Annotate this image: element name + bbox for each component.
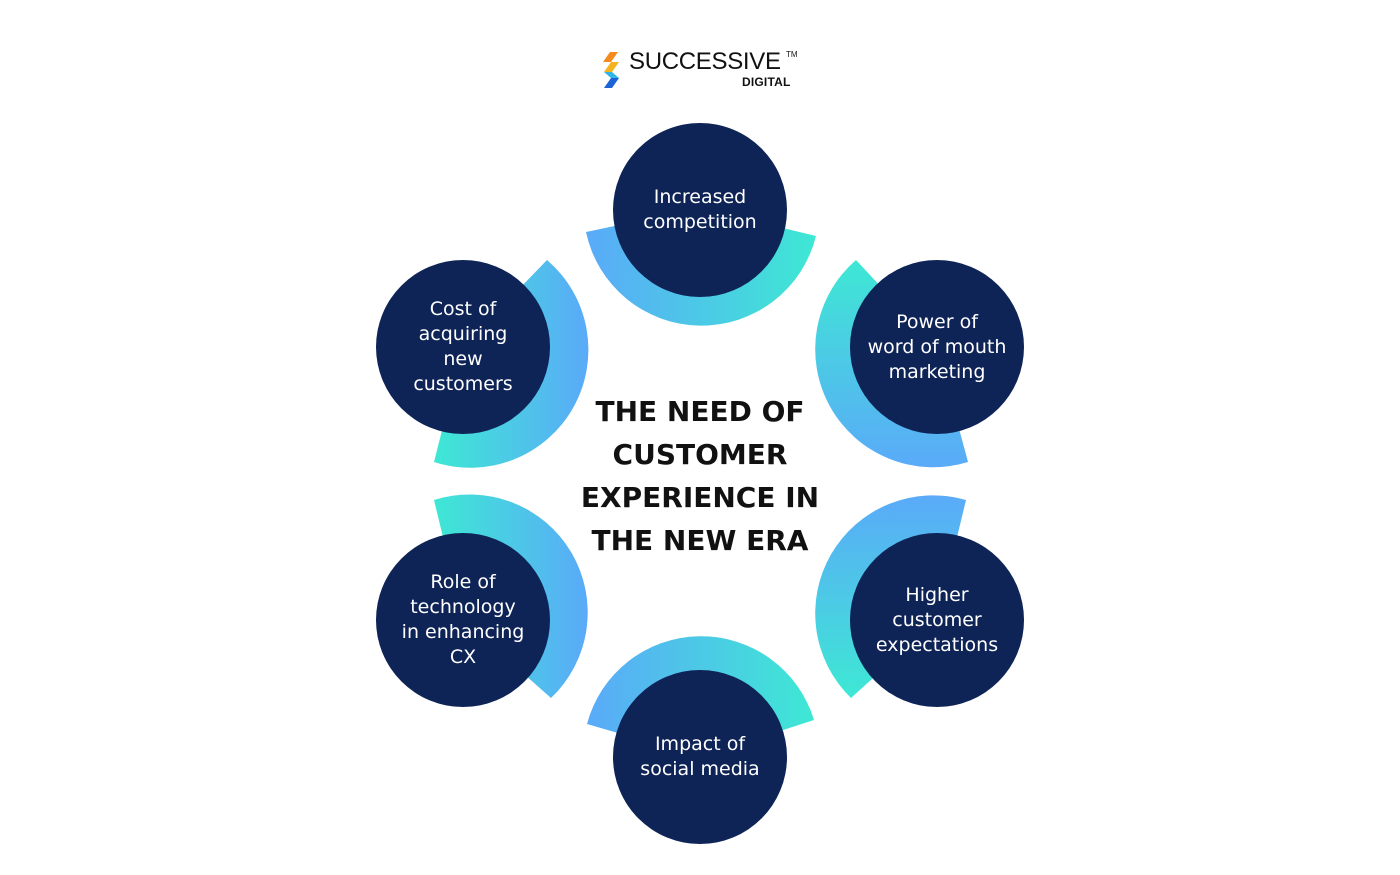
- logo-subtitle: DIGITAL: [742, 75, 791, 89]
- center-title: THE NEED OF CUSTOMER EXPERIENCE IN THE N…: [580, 395, 820, 557]
- node-word-of-mouth: Power of word of mouth marketing: [850, 260, 1024, 434]
- logo-trademark: TM: [786, 50, 798, 59]
- logo-wordmark: SUCCESSIVE: [629, 48, 781, 75]
- node-label: Impact of social media: [640, 733, 760, 780]
- node-label: Higher customer expectations: [875, 583, 999, 656]
- node-label: Increased competition: [643, 186, 757, 233]
- node-social-media: Impact of social media: [613, 670, 787, 844]
- successive-digital-logo: SUCCESSIVE TM DIGITAL: [600, 48, 810, 92]
- node-label: Power of word of mouth marketing: [867, 310, 1007, 383]
- logo-mark-icon: [603, 52, 619, 88]
- node-label: Role of technology in enhancing CX: [401, 571, 525, 668]
- node-customer-expectations: Higher customer expectations: [850, 533, 1024, 707]
- node-cost-of-acquiring: Cost of acquiring new customers: [376, 260, 550, 434]
- node-increased-competition: Increased competition: [613, 123, 787, 297]
- node-label: Cost of acquiring new customers: [413, 298, 513, 395]
- node-role-of-technology: Role of technology in enhancing CX: [376, 533, 550, 707]
